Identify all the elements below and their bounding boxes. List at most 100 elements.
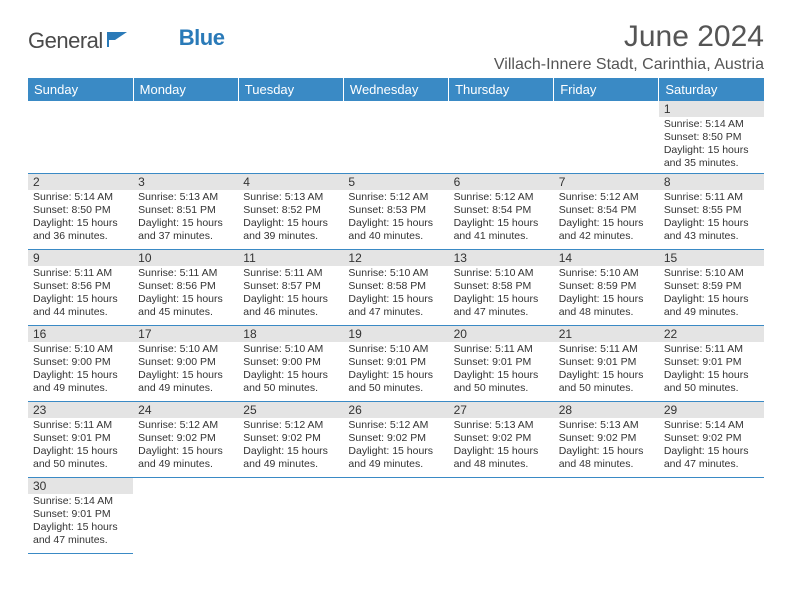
weekday-header-row: SundayMondayTuesdayWednesdayThursdayFrid… [28,78,764,101]
day-number: 15 [659,250,764,266]
day-number: 5 [343,174,448,190]
day-line-sr: Sunrise: 5:11 AM [559,343,654,356]
day-number: 13 [449,250,554,266]
day-line-d2: and 36 minutes. [33,230,128,243]
day-details: Sunrise: 5:10 AMSunset: 9:00 PMDaylight:… [28,342,133,398]
day-number: 26 [343,402,448,418]
calendar-cell: 3Sunrise: 5:13 AMSunset: 8:51 PMDaylight… [133,173,238,249]
day-number: 3 [133,174,238,190]
calendar-cell: 18Sunrise: 5:10 AMSunset: 9:00 PMDayligh… [238,325,343,401]
calendar-row: 1Sunrise: 5:14 AMSunset: 8:50 PMDaylight… [28,101,764,173]
calendar-cell: 20Sunrise: 5:11 AMSunset: 9:01 PMDayligh… [449,325,554,401]
day-details: Sunrise: 5:10 AMSunset: 8:59 PMDaylight:… [554,266,659,322]
day-line-d1: Daylight: 15 hours [559,369,654,382]
calendar-cell [659,477,764,553]
day-line-d1: Daylight: 15 hours [243,369,338,382]
day-line-d1: Daylight: 15 hours [454,217,549,230]
day-line-d2: and 49 minutes. [33,382,128,395]
day-line-ss: Sunset: 8:56 PM [33,280,128,293]
day-number: 1 [659,101,764,117]
day-line-ss: Sunset: 9:02 PM [664,432,759,445]
day-line-d2: and 47 minutes. [348,306,443,319]
title-block: June 2024 Villach-Innere Stadt, Carinthi… [494,20,764,74]
day-line-d2: and 39 minutes. [243,230,338,243]
day-details: Sunrise: 5:12 AMSunset: 9:02 PMDaylight:… [343,418,448,474]
day-details: Sunrise: 5:10 AMSunset: 9:00 PMDaylight:… [238,342,343,398]
calendar-cell: 9Sunrise: 5:11 AMSunset: 8:56 PMDaylight… [28,249,133,325]
day-line-sr: Sunrise: 5:10 AM [454,267,549,280]
day-line-sr: Sunrise: 5:13 AM [243,191,338,204]
day-line-ss: Sunset: 8:58 PM [348,280,443,293]
day-line-ss: Sunset: 8:59 PM [559,280,654,293]
day-line-d1: Daylight: 15 hours [454,369,549,382]
day-details: Sunrise: 5:13 AMSunset: 9:02 PMDaylight:… [449,418,554,474]
day-line-d2: and 44 minutes. [33,306,128,319]
day-line-d1: Daylight: 15 hours [138,369,233,382]
day-number: 29 [659,402,764,418]
flag-icon [107,30,129,53]
day-details: Sunrise: 5:11 AMSunset: 8:56 PMDaylight:… [28,266,133,322]
day-line-ss: Sunset: 8:56 PM [138,280,233,293]
day-line-d1: Daylight: 15 hours [243,445,338,458]
calendar-cell: 30Sunrise: 5:14 AMSunset: 9:01 PMDayligh… [28,477,133,553]
day-line-sr: Sunrise: 5:14 AM [664,419,759,432]
day-line-sr: Sunrise: 5:11 AM [664,191,759,204]
calendar-cell: 21Sunrise: 5:11 AMSunset: 9:01 PMDayligh… [554,325,659,401]
day-number: 6 [449,174,554,190]
day-number: 11 [238,250,343,266]
day-line-d1: Daylight: 15 hours [33,521,128,534]
day-number: 10 [133,250,238,266]
day-line-ss: Sunset: 8:52 PM [243,204,338,217]
calendar-row: 30Sunrise: 5:14 AMSunset: 9:01 PMDayligh… [28,477,764,553]
day-line-ss: Sunset: 9:02 PM [559,432,654,445]
day-line-d1: Daylight: 15 hours [664,144,759,157]
day-line-d1: Daylight: 15 hours [348,369,443,382]
calendar-body: 1Sunrise: 5:14 AMSunset: 8:50 PMDaylight… [28,101,764,553]
day-line-sr: Sunrise: 5:12 AM [348,191,443,204]
day-details: Sunrise: 5:11 AMSunset: 8:55 PMDaylight:… [659,190,764,246]
calendar-cell: 15Sunrise: 5:10 AMSunset: 8:59 PMDayligh… [659,249,764,325]
day-number: 30 [28,478,133,494]
calendar-cell [449,101,554,173]
day-line-d2: and 37 minutes. [138,230,233,243]
day-line-sr: Sunrise: 5:10 AM [559,267,654,280]
day-line-sr: Sunrise: 5:11 AM [33,267,128,280]
day-line-d2: and 50 minutes. [348,382,443,395]
day-details: Sunrise: 5:10 AMSunset: 8:59 PMDaylight:… [659,266,764,322]
calendar-cell: 26Sunrise: 5:12 AMSunset: 9:02 PMDayligh… [343,401,448,477]
day-line-ss: Sunset: 9:02 PM [243,432,338,445]
day-line-sr: Sunrise: 5:12 AM [243,419,338,432]
day-details: Sunrise: 5:11 AMSunset: 9:01 PMDaylight:… [449,342,554,398]
day-details: Sunrise: 5:13 AMSunset: 8:52 PMDaylight:… [238,190,343,246]
day-line-d2: and 47 minutes. [33,534,128,547]
day-details: Sunrise: 5:13 AMSunset: 8:51 PMDaylight:… [133,190,238,246]
day-line-d2: and 50 minutes. [33,458,128,471]
day-line-ss: Sunset: 8:51 PM [138,204,233,217]
day-number: 28 [554,402,659,418]
day-line-sr: Sunrise: 5:14 AM [33,191,128,204]
day-line-d2: and 50 minutes. [454,382,549,395]
day-number: 25 [238,402,343,418]
day-details: Sunrise: 5:10 AMSunset: 8:58 PMDaylight:… [449,266,554,322]
day-line-sr: Sunrise: 5:14 AM [33,495,128,508]
logo-word1: General [28,28,103,54]
calendar-cell: 11Sunrise: 5:11 AMSunset: 8:57 PMDayligh… [238,249,343,325]
day-line-d2: and 49 minutes. [138,458,233,471]
day-line-ss: Sunset: 8:55 PM [664,204,759,217]
calendar-row: 23Sunrise: 5:11 AMSunset: 9:01 PMDayligh… [28,401,764,477]
day-number: 19 [343,326,448,342]
day-line-d1: Daylight: 15 hours [664,293,759,306]
day-line-ss: Sunset: 8:50 PM [664,131,759,144]
day-line-ss: Sunset: 9:01 PM [33,432,128,445]
calendar-cell [343,477,448,553]
calendar-cell: 6Sunrise: 5:12 AMSunset: 8:54 PMDaylight… [449,173,554,249]
calendar-cell [133,477,238,553]
day-line-d1: Daylight: 15 hours [138,217,233,230]
page-title: June 2024 [494,20,764,54]
day-line-ss: Sunset: 9:01 PM [664,356,759,369]
day-line-d1: Daylight: 15 hours [348,293,443,306]
day-number: 12 [343,250,448,266]
day-line-sr: Sunrise: 5:12 AM [559,191,654,204]
day-line-d2: and 46 minutes. [243,306,338,319]
day-line-ss: Sunset: 9:01 PM [33,508,128,521]
